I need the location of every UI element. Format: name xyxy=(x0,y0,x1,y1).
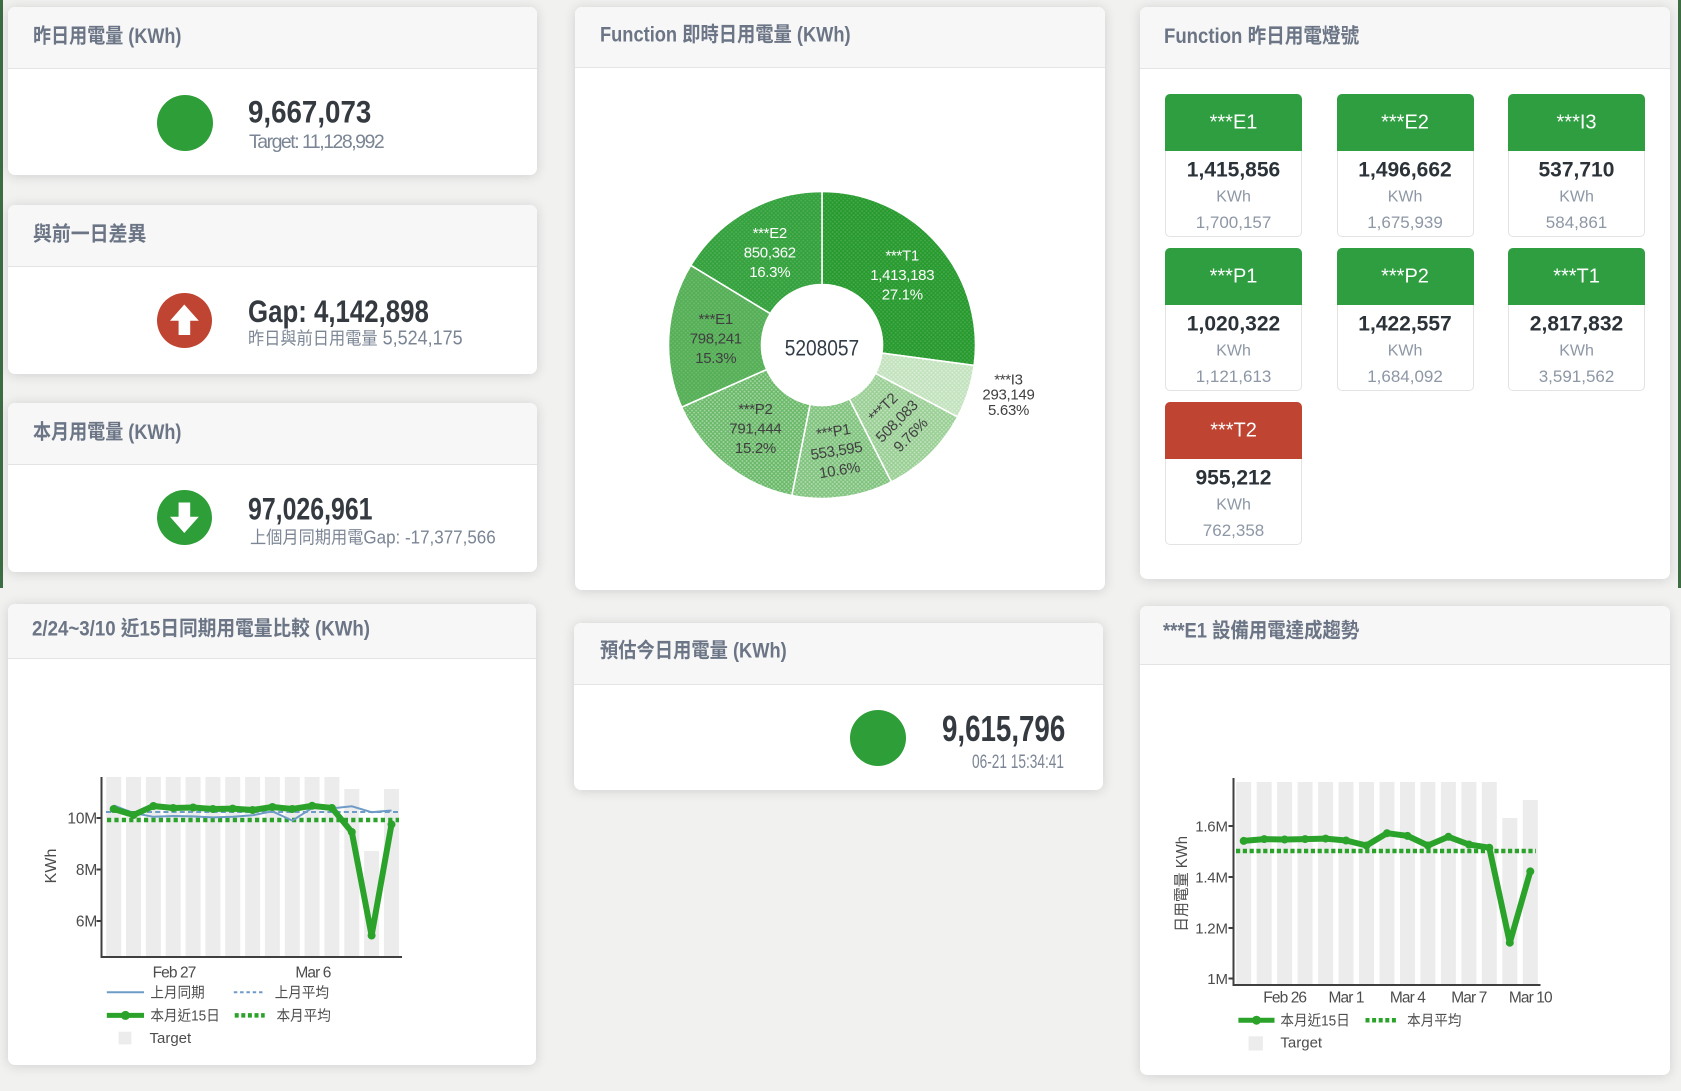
svg-text:***T1: ***T1 xyxy=(885,248,919,265)
svg-text:6M: 6M xyxy=(76,913,97,930)
svg-text:(KWh): (KWh) xyxy=(728,639,787,662)
svg-text:KWh: KWh xyxy=(1559,343,1594,360)
svg-text:***T1: ***T1 xyxy=(1553,266,1600,288)
svg-text:2,817,832: 2,817,832 xyxy=(1530,313,1623,336)
svg-text:Feb 27: Feb 27 xyxy=(153,965,196,982)
svg-text:Function: Function xyxy=(600,23,682,46)
svg-text:2/24~3/10: 2/24~3/10 xyxy=(32,618,121,641)
svg-text:Mar 1: Mar 1 xyxy=(1329,990,1364,1007)
svg-text:1.2M: 1.2M xyxy=(1195,920,1228,937)
svg-text:Target: 11,128,992: Target: 11,128,992 xyxy=(249,131,384,153)
svg-text:1M: 1M xyxy=(1207,971,1227,988)
svg-text:Function: Function xyxy=(1164,25,1248,48)
svg-text:15: 15 xyxy=(1321,1013,1336,1030)
svg-text:***P1: ***P1 xyxy=(1210,266,1258,288)
svg-text:16.3%: 16.3% xyxy=(749,264,790,281)
svg-text:791,444: 791,444 xyxy=(729,420,781,437)
svg-text:293,149: 293,149 xyxy=(982,387,1034,404)
svg-text:***E2: ***E2 xyxy=(753,225,787,242)
svg-text:Mar 4: Mar 4 xyxy=(1390,990,1426,1007)
svg-text:06-21 15:34:41: 06-21 15:34:41 xyxy=(972,751,1064,773)
svg-text:(KWh): (KWh) xyxy=(792,23,851,46)
svg-text:KWh: KWh xyxy=(1388,189,1423,206)
svg-text:8M: 8M xyxy=(76,862,97,879)
svg-text:***P2: ***P2 xyxy=(738,401,772,418)
svg-text:Mar 7: Mar 7 xyxy=(1451,990,1486,1007)
svg-text:Target: Target xyxy=(150,1030,193,1047)
svg-text:850,362: 850,362 xyxy=(744,245,796,262)
svg-text:15.3%: 15.3% xyxy=(695,350,736,367)
svg-text:Mar 10: Mar 10 xyxy=(1509,990,1553,1007)
svg-text:***T2: ***T2 xyxy=(1210,420,1257,442)
svg-text:***P1: ***P1 xyxy=(815,421,852,443)
svg-text:955,212: 955,212 xyxy=(1196,467,1272,490)
svg-text:9,615,796: 9,615,796 xyxy=(942,709,1065,749)
svg-text:Target: Target xyxy=(1280,1034,1323,1051)
svg-text:1,413,183: 1,413,183 xyxy=(870,267,934,284)
svg-text:537,710: 537,710 xyxy=(1539,159,1615,182)
svg-text:1,700,157: 1,700,157 xyxy=(1196,213,1272,232)
svg-text:1,684,092: 1,684,092 xyxy=(1367,367,1443,386)
svg-text:***E1: ***E1 xyxy=(1210,112,1258,134)
svg-text:1,020,322: 1,020,322 xyxy=(1187,313,1280,336)
svg-text:1.6M: 1.6M xyxy=(1195,818,1228,835)
svg-text:5,524,175: 5,524,175 xyxy=(378,328,463,350)
svg-text:(KWh): (KWh) xyxy=(123,421,181,445)
svg-text:***P2: ***P2 xyxy=(1381,266,1429,288)
svg-text:97,026,961: 97,026,961 xyxy=(248,492,373,528)
svg-text:1,415,856: 1,415,856 xyxy=(1187,159,1280,182)
svg-text:3,591,562: 3,591,562 xyxy=(1539,367,1615,386)
svg-text:1,675,939: 1,675,939 xyxy=(1367,213,1443,232)
svg-text:1,121,613: 1,121,613 xyxy=(1196,367,1272,386)
svg-text:KWh: KWh xyxy=(1216,497,1251,514)
svg-text:10M: 10M xyxy=(67,810,97,827)
svg-text:Mar 6: Mar 6 xyxy=(295,965,330,982)
svg-text:584,861: 584,861 xyxy=(1546,213,1607,232)
svg-text:15: 15 xyxy=(140,618,161,641)
svg-text:15.2%: 15.2% xyxy=(735,440,776,457)
svg-text:KWh: KWh xyxy=(1216,189,1251,206)
svg-text:762,358: 762,358 xyxy=(1203,521,1264,540)
svg-text:***E1: ***E1 xyxy=(1163,620,1212,643)
svg-text:KWh: KWh xyxy=(1388,343,1423,360)
svg-text:KWh: KWh xyxy=(1174,836,1192,872)
svg-text:1,496,662: 1,496,662 xyxy=(1358,159,1451,182)
svg-text:1,422,557: 1,422,557 xyxy=(1358,313,1451,336)
svg-text:27.1%: 27.1% xyxy=(882,287,923,304)
svg-text:9,667,073: 9,667,073 xyxy=(248,95,371,130)
svg-text:(KWh): (KWh) xyxy=(310,618,370,641)
svg-text:Feb 26: Feb 26 xyxy=(1263,990,1306,1007)
svg-text:15: 15 xyxy=(191,1008,206,1025)
svg-text:798,241: 798,241 xyxy=(690,331,742,348)
svg-text:KWh: KWh xyxy=(1559,189,1594,206)
svg-text:KWh: KWh xyxy=(43,849,60,884)
svg-text:(KWh): (KWh) xyxy=(123,25,181,49)
svg-text:***I3: ***I3 xyxy=(994,371,1023,388)
svg-text:***I3: ***I3 xyxy=(1557,112,1597,134)
svg-text:Gap: 4,142,898: Gap: 4,142,898 xyxy=(248,295,429,330)
svg-text:***E1: ***E1 xyxy=(699,311,733,328)
svg-text:KWh: KWh xyxy=(1216,343,1251,360)
svg-text:Gap: -17,377,566: Gap: -17,377,566 xyxy=(363,527,495,548)
svg-text:***E2: ***E2 xyxy=(1381,112,1429,134)
svg-text:5.63%: 5.63% xyxy=(988,402,1029,419)
svg-text:1.4M: 1.4M xyxy=(1195,869,1228,886)
svg-text:10.6%: 10.6% xyxy=(818,459,861,482)
svg-text:5208057: 5208057 xyxy=(785,336,859,361)
